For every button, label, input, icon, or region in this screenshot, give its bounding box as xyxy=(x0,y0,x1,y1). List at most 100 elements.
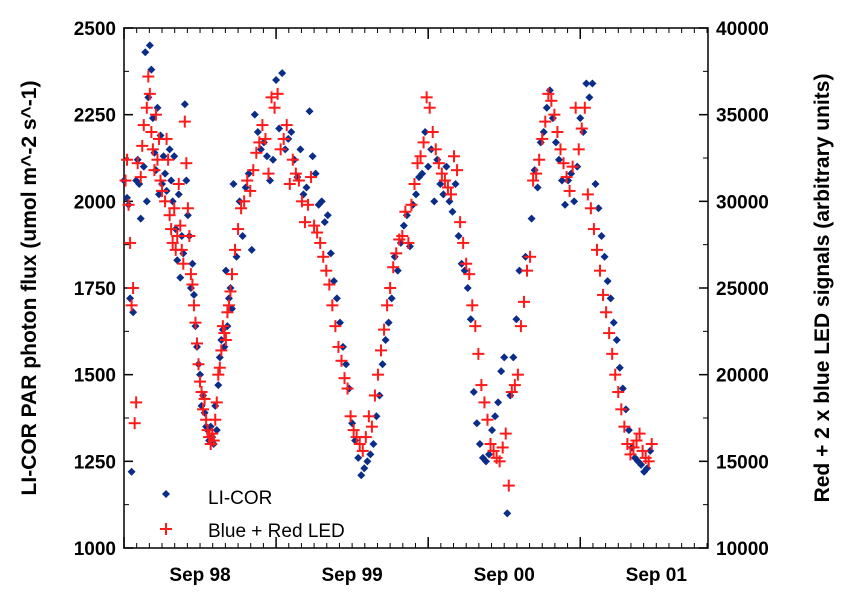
point-led xyxy=(283,178,296,190)
point-led xyxy=(542,87,555,100)
point-led xyxy=(341,382,354,395)
tick-labels: 1000 1250 1500 1750 2000 2250 2500 10000 15000 20… xyxy=(74,19,769,586)
point-licor xyxy=(305,107,314,116)
point-led xyxy=(163,209,176,222)
point-led xyxy=(151,153,164,166)
point-licor xyxy=(296,145,305,154)
point-led xyxy=(175,243,188,256)
point-licor xyxy=(161,169,170,178)
point-licor xyxy=(363,457,372,466)
point-licor xyxy=(494,398,503,407)
point-led xyxy=(222,299,235,312)
point-led xyxy=(344,410,357,423)
point-led xyxy=(405,198,418,211)
point-led xyxy=(378,323,391,336)
point-licor xyxy=(323,211,332,220)
point-led xyxy=(441,181,454,194)
point-led xyxy=(508,379,521,392)
point-licor xyxy=(515,266,524,275)
point-licor xyxy=(624,426,633,435)
point-licor xyxy=(472,419,481,428)
point-licor xyxy=(287,128,296,136)
legend-marker-led xyxy=(160,523,172,535)
plot-area xyxy=(123,27,709,549)
point-led xyxy=(256,119,269,132)
point-led xyxy=(347,424,360,437)
point-led xyxy=(320,264,333,277)
point-led xyxy=(121,153,134,166)
point-led xyxy=(578,101,591,114)
point-licor xyxy=(221,266,230,275)
point-led xyxy=(548,108,561,121)
point-licor xyxy=(308,152,317,161)
point-led xyxy=(131,157,144,170)
point-led xyxy=(600,306,613,319)
point-led xyxy=(298,216,311,229)
point-led xyxy=(469,320,482,333)
point-licor xyxy=(503,509,512,518)
point-led xyxy=(127,282,140,294)
point-led xyxy=(575,122,588,135)
point-led xyxy=(317,250,330,263)
point-led xyxy=(451,164,464,177)
point-led xyxy=(502,479,515,492)
point-licor xyxy=(147,65,156,74)
point-led xyxy=(191,337,203,350)
point-licor xyxy=(576,114,585,123)
point-led xyxy=(184,268,197,281)
point-licor xyxy=(609,318,618,327)
point-led xyxy=(384,282,397,294)
point-led xyxy=(381,299,394,312)
point-led xyxy=(554,143,567,156)
point-led xyxy=(262,167,275,180)
point-led xyxy=(499,427,512,440)
point-led xyxy=(241,174,254,187)
point-licor xyxy=(360,464,369,473)
point-led xyxy=(517,295,530,308)
point-licor xyxy=(506,391,515,400)
point-licor xyxy=(269,155,278,164)
y-right-tick-label: 25000 xyxy=(716,279,769,300)
point-led xyxy=(326,299,339,312)
y-right-tick-label: 10000 xyxy=(716,539,769,560)
point-led xyxy=(250,146,263,159)
point-led xyxy=(448,150,461,163)
point-led xyxy=(134,171,147,184)
point-led xyxy=(399,205,412,218)
point-licor xyxy=(637,460,646,469)
x-tick-label: Sep 00 xyxy=(474,565,535,586)
point-led xyxy=(277,132,290,145)
point-licor xyxy=(615,363,624,372)
point-led xyxy=(265,91,278,104)
x-tick-label: Sep 99 xyxy=(321,565,382,586)
point-licor xyxy=(127,467,136,476)
point-led xyxy=(624,448,637,461)
legend-label-licor: LI-COR xyxy=(208,488,272,509)
point-licor xyxy=(136,214,145,223)
point-led xyxy=(545,94,558,107)
point-led xyxy=(584,202,597,215)
point-led xyxy=(305,171,318,184)
point-led xyxy=(359,431,372,444)
point-licor xyxy=(165,145,174,154)
point-led xyxy=(530,167,543,180)
point-led xyxy=(460,257,473,270)
point-led xyxy=(311,226,324,239)
point-led xyxy=(206,427,219,440)
point-led xyxy=(594,264,607,277)
point-led xyxy=(536,132,549,145)
point-led xyxy=(209,413,222,426)
point-licor xyxy=(167,176,176,185)
point-led xyxy=(156,184,169,197)
point-licor xyxy=(357,471,366,480)
point-led xyxy=(197,403,210,416)
point-led xyxy=(481,413,494,426)
point-licor xyxy=(554,155,563,164)
point-licor xyxy=(145,41,154,50)
y-right-tick-label: 30000 xyxy=(716,192,769,213)
y-left-tick-label: 2500 xyxy=(74,19,116,40)
point-licor xyxy=(278,69,287,78)
point-led xyxy=(478,396,491,409)
point-licor xyxy=(585,93,594,102)
